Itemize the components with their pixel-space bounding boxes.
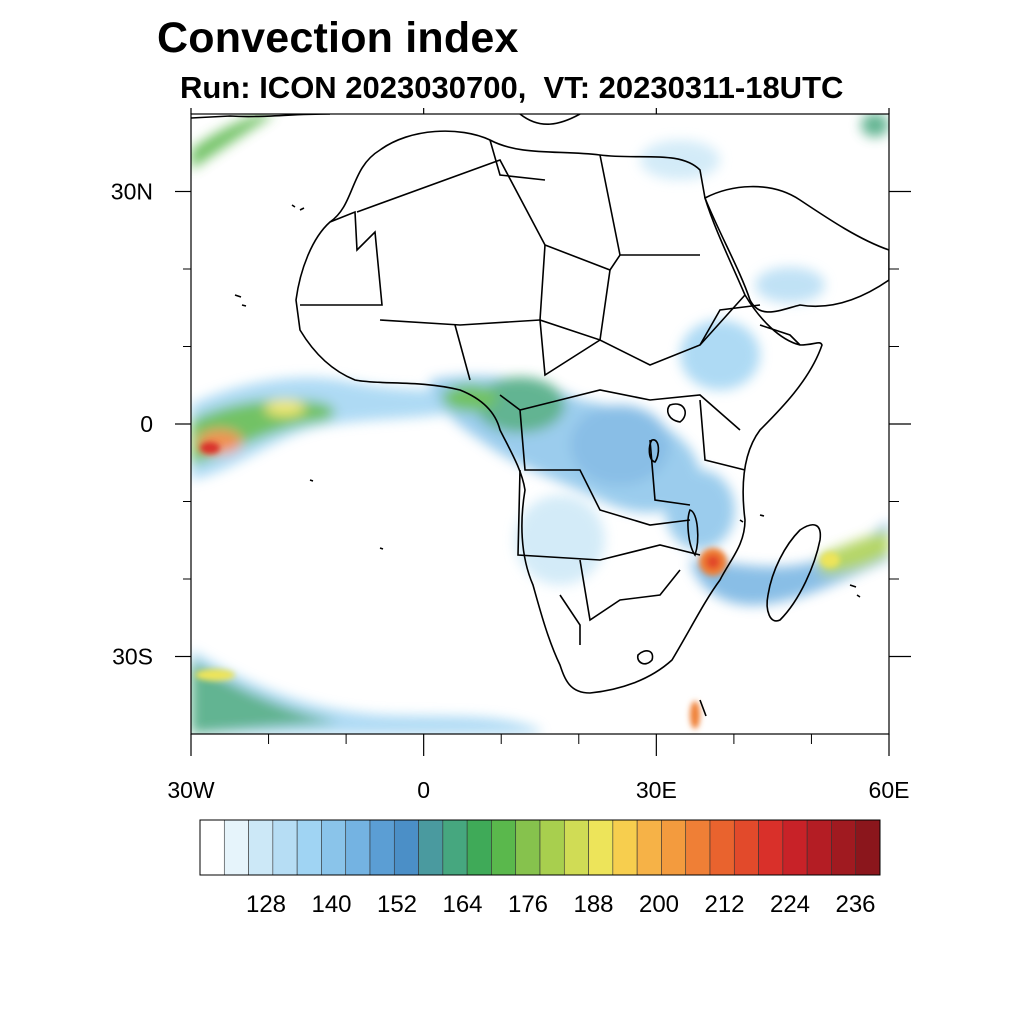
colorbar-swatch [806, 819, 832, 876]
colorbar-label: 176 [508, 891, 548, 918]
colorbar-label: 236 [835, 891, 875, 918]
colorbar-label: 188 [573, 891, 613, 918]
colorbar-swatch [831, 819, 857, 876]
colorbar-frame [199, 819, 881, 876]
colorbar-swatch [418, 819, 444, 876]
axis-ticks [175, 108, 911, 756]
colorbar-label: 200 [639, 891, 679, 918]
convection-field [191, 114, 889, 734]
colorbar-swatch [612, 819, 638, 876]
colorbar-swatch [539, 819, 565, 876]
colorbar-swatch [248, 819, 274, 876]
colorbar-swatch [515, 819, 541, 876]
colorbar-swatch [563, 819, 589, 876]
colorbar-labels: 128 140 152 164 176 188 200 212 224 236 [246, 891, 876, 918]
colorbar-label: 140 [311, 891, 351, 918]
colorbar-swatch [296, 819, 322, 876]
colorbar-swatch [782, 819, 808, 876]
colorbar-swatch [855, 819, 881, 876]
colorbar-label: 128 [246, 891, 286, 918]
colorbar-swatch [442, 819, 468, 876]
colorbar [199, 819, 881, 876]
map-subtitle: Run: ICON 2023030700, VT: 20230311-18UTC [180, 70, 844, 105]
lat-tick-label: 0 [140, 411, 153, 437]
colorbar-swatch [199, 819, 225, 876]
colorbar-swatch [345, 819, 371, 876]
lat-tick-label: 30S [112, 644, 153, 670]
colorbar-swatch [369, 819, 395, 876]
colorbar-swatch [491, 819, 517, 876]
colorbar-label: 212 [704, 891, 744, 918]
lon-tick-label: 0 [417, 777, 430, 803]
lon-tick-label: 60E [869, 777, 910, 803]
lat-tick-label: 30N [111, 179, 153, 205]
map-title: Convection index [157, 14, 519, 62]
colorbar-swatch [758, 819, 784, 876]
colorbar-label: 164 [442, 891, 482, 918]
colorbar-swatch [588, 819, 614, 876]
colorbar-swatch [393, 819, 419, 876]
colorbar-label: 224 [770, 891, 810, 918]
colorbar-swatch [466, 819, 492, 876]
colorbar-label: 152 [377, 891, 417, 918]
colorbar-swatch [685, 819, 711, 876]
colorbar-swatch [321, 819, 347, 876]
colorbar-swatch [709, 819, 735, 876]
colorbar-swatch [733, 819, 759, 876]
axis-labels: 30W 0 30E 60E 30N 0 30S [111, 179, 910, 804]
colorbar-swatch [223, 819, 249, 876]
colorbar-swatch [661, 819, 687, 876]
coastlines [191, 114, 889, 717]
colorbar-swatch [636, 819, 662, 876]
colorbar-swatch [272, 819, 298, 876]
lon-tick-label: 30E [636, 777, 677, 803]
lon-tick-label: 30W [167, 777, 215, 803]
